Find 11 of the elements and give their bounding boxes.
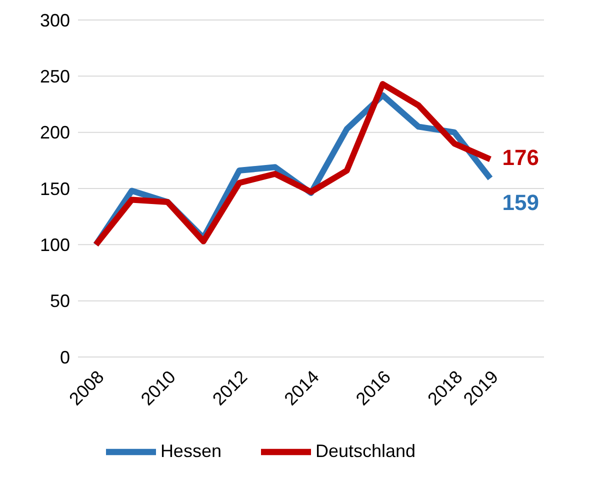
legend-label: Deutschland bbox=[315, 440, 416, 461]
legend-label: Hessen bbox=[160, 440, 222, 461]
y-tick-label: 50 bbox=[50, 291, 70, 312]
y-tick-label: 100 bbox=[40, 235, 70, 256]
data-label: 176 bbox=[502, 145, 539, 170]
y-tick-label: 0 bbox=[60, 347, 70, 368]
y-tick-label: 300 bbox=[40, 10, 70, 30]
y-tick-label: 250 bbox=[40, 66, 70, 87]
y-tick-label: 200 bbox=[40, 122, 70, 143]
y-tick-label: 150 bbox=[40, 178, 70, 199]
data-label: 159 bbox=[502, 190, 539, 216]
